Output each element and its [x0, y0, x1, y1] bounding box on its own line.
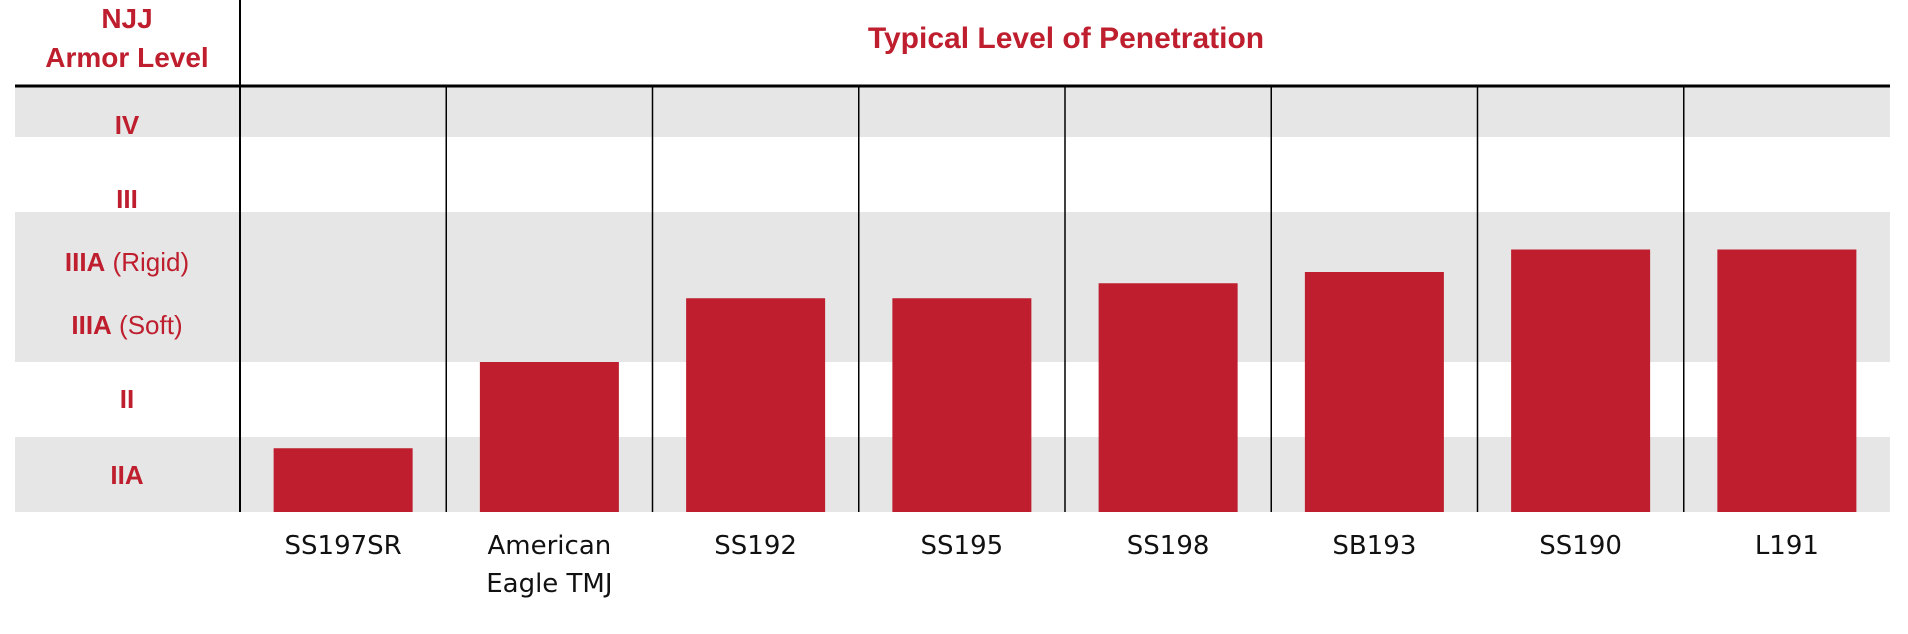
bar	[1511, 249, 1651, 512]
armor-level-label: IIA	[110, 460, 143, 490]
bars	[273, 249, 1857, 512]
armor-level-header-line2: Armor Level	[45, 42, 208, 73]
bar	[1717, 249, 1857, 512]
armor-level-label: IIIA (Rigid)	[65, 247, 189, 277]
armor-level-label: IIIA (Soft)	[71, 310, 182, 340]
bar	[892, 298, 1032, 512]
bar	[479, 362, 619, 512]
category-label: SS192	[714, 531, 797, 561]
category-label: SS195	[921, 531, 1004, 561]
grid-lines	[15, 0, 1890, 512]
category-label: SS198	[1127, 531, 1210, 561]
category-label: SB193	[1332, 531, 1416, 561]
armor-level-label: II	[120, 384, 134, 414]
chart-title: Typical Level of Penetration	[868, 22, 1264, 55]
category-label: L191	[1755, 531, 1819, 561]
category-label: SS197SR	[285, 531, 402, 561]
bar	[686, 298, 826, 512]
armor-level-labels: IIA II IIIA (Soft) IIIA (Rigid) III IV	[65, 110, 189, 490]
shaded-band	[15, 87, 1890, 137]
armor-level-label: IV	[115, 110, 140, 140]
armor-level-label: III	[116, 184, 138, 214]
category-labels: SS197SR American Eagle TMJ SS192 SS195 SS198 S…	[285, 531, 1819, 599]
armor-level-header-line1: NJJ	[101, 3, 152, 34]
bar	[1304, 272, 1444, 512]
category-label: American Eagle TMJ	[486, 531, 612, 599]
category-label: SS190	[1539, 531, 1622, 561]
bar	[1098, 283, 1238, 512]
bar	[273, 448, 413, 512]
